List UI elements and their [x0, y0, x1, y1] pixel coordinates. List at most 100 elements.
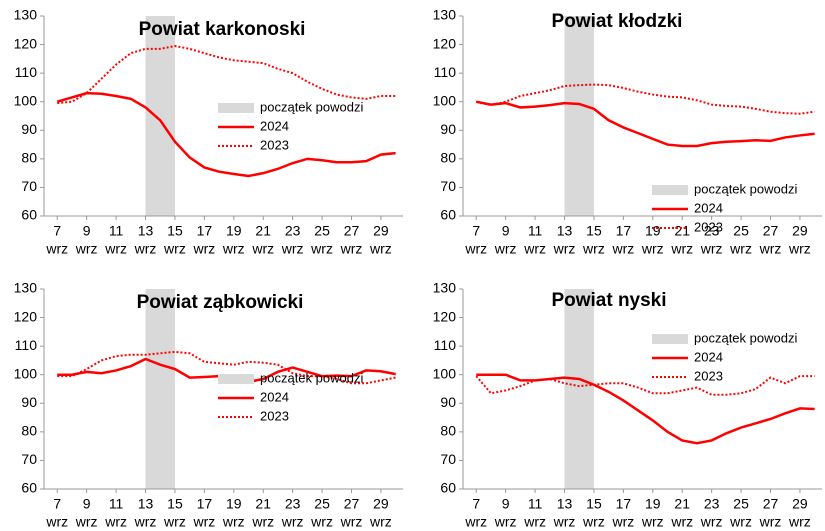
x-tick-sublabel: wrz — [163, 241, 186, 257]
y-tick-label: 60 — [21, 480, 37, 496]
y-tick-label: 110 — [434, 337, 457, 353]
flood-band — [564, 16, 594, 216]
chart-title: Powiat kłodzki — [552, 11, 683, 32]
y-tick-label: 80 — [21, 150, 37, 166]
x-tick-label: 27 — [763, 496, 779, 512]
series-line — [476, 100, 815, 148]
x-tick-sublabel: wrz — [163, 514, 186, 530]
x-tick-label: 29 — [792, 223, 808, 239]
x-tick-label: 7 — [53, 496, 61, 512]
x-tick-label: 23 — [285, 496, 301, 512]
x-tick-sublabel: wrz — [222, 514, 245, 530]
x-tick-sublabel: wrz — [251, 241, 274, 257]
x-tick-sublabel: wrz — [310, 514, 333, 530]
x-tick-sublabel: wrz — [523, 241, 546, 257]
x-tick-label: 21 — [674, 223, 690, 239]
x-tick-label: 17 — [616, 223, 632, 239]
x-tick-sublabel: wrz — [192, 241, 215, 257]
x-tick-label: 11 — [109, 496, 124, 512]
x-tick-sublabel: wrz — [759, 514, 782, 530]
x-tick-label: 19 — [645, 223, 661, 239]
x-tick-sublabel: wrz — [192, 514, 215, 530]
x-tick-sublabel: wrz — [494, 241, 517, 257]
x-tick-sublabel: wrz — [45, 514, 68, 530]
x-tick-label: 13 — [138, 496, 154, 512]
x-tick-sublabel: wrz — [340, 241, 363, 257]
y-tick-label: 60 — [440, 207, 456, 223]
y-tick-label: 110 — [15, 337, 38, 353]
x-tick-sublabel: wrz — [464, 241, 487, 257]
x-tick-sublabel: wrz — [700, 241, 723, 257]
legend-label: 2023 — [694, 368, 723, 383]
series-line — [475, 375, 815, 396]
x-tick-label: 29 — [792, 496, 808, 512]
x-tick-label: 25 — [733, 223, 749, 239]
y-tick-label: 130 — [433, 280, 457, 296]
x-tick-label: 17 — [616, 496, 632, 512]
x-tick-label: 9 — [83, 223, 91, 239]
x-tick-sublabel: wrz — [582, 514, 605, 530]
x-tick-sublabel: wrz — [369, 241, 392, 257]
x-tick-sublabel: wrz — [281, 514, 304, 530]
x-tick-label: 15 — [586, 223, 602, 239]
x-tick-label: 29 — [373, 496, 389, 512]
x-tick-sublabel: wrz — [641, 241, 664, 257]
legend-label: początek powodzi — [260, 99, 363, 114]
x-tick-sublabel: wrz — [134, 241, 157, 257]
x-tick-label: 9 — [83, 496, 91, 512]
x-tick-label: 11 — [528, 223, 543, 239]
x-tick-sublabel: wrz — [340, 514, 363, 530]
x-tick-label: 21 — [255, 496, 271, 512]
y-tick-label: 80 — [440, 423, 456, 439]
x-tick-label: 27 — [344, 496, 360, 512]
y-tick-label: 120 — [433, 35, 457, 51]
x-tick-label: 7 — [53, 223, 61, 239]
flood-band — [145, 289, 175, 489]
x-tick-sublabel: wrz — [222, 241, 245, 257]
legend-label: 2024 — [694, 349, 723, 364]
legend-swatch — [218, 374, 254, 384]
x-tick-label: 25 — [314, 223, 330, 239]
x-tick-sublabel: wrz — [134, 514, 157, 530]
x-tick-label: 19 — [226, 223, 242, 239]
legend-label: 2024 — [260, 389, 289, 404]
x-tick-sublabel: wrz — [759, 241, 782, 257]
x-tick-label: 23 — [285, 223, 301, 239]
x-tick-sublabel: wrz — [45, 241, 68, 257]
x-tick-sublabel: wrz — [729, 241, 752, 257]
x-tick-sublabel: wrz — [611, 241, 634, 257]
y-tick-label: 70 — [21, 178, 37, 194]
legend-label: początek powodzi — [260, 370, 363, 385]
y-tick-label: 120 — [14, 308, 38, 324]
x-tick-sublabel: wrz — [670, 514, 693, 530]
y-tick-label: 80 — [440, 150, 456, 166]
y-tick-label: 110 — [434, 64, 457, 80]
series-line — [476, 83, 815, 115]
chart-title: Powiat nyski — [551, 290, 666, 311]
legend-swatch — [652, 185, 688, 195]
legend-label: 2024 — [694, 200, 723, 215]
x-tick-label: 13 — [557, 223, 573, 239]
legend-label: 2023 — [260, 408, 289, 423]
x-tick-sublabel: wrz — [553, 514, 576, 530]
x-tick-label: 23 — [704, 496, 720, 512]
x-tick-sublabel: wrz — [75, 241, 98, 257]
x-tick-label: 21 — [255, 223, 271, 239]
series-line — [476, 373, 815, 445]
chart-title: Powiat ząbkowicki — [137, 292, 304, 313]
x-tick-sublabel: wrz — [641, 514, 664, 530]
x-tick-sublabel: wrz — [729, 514, 752, 530]
y-tick-label: 60 — [21, 207, 37, 223]
x-tick-label: 7 — [472, 496, 480, 512]
x-tick-sublabel: wrz — [553, 241, 576, 257]
x-tick-sublabel: wrz — [582, 241, 605, 257]
y-tick-label: 70 — [440, 451, 456, 467]
x-tick-label: 9 — [502, 223, 510, 239]
x-tick-sublabel: wrz — [310, 241, 333, 257]
x-tick-label: 27 — [763, 223, 779, 239]
y-tick-label: 90 — [21, 394, 37, 410]
x-tick-sublabel: wrz — [464, 514, 487, 530]
x-tick-label: 25 — [733, 496, 749, 512]
y-tick-label: 70 — [21, 451, 37, 467]
